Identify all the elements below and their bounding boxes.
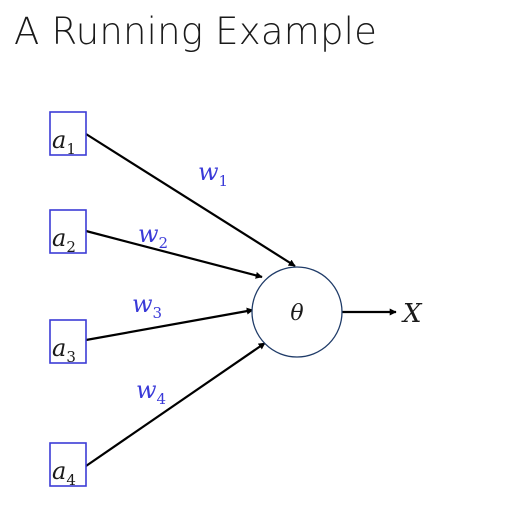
input-box (49, 111, 87, 156)
weight-w1: w1 (198, 158, 228, 190)
input-box (49, 442, 87, 487)
neuron-label: θ (290, 301, 303, 326)
weight-symbol: w (138, 220, 159, 248)
input-box (49, 209, 87, 254)
weight-subscript: 2 (159, 234, 169, 252)
input-a2: a2 (49, 209, 87, 256)
edge-a1 (85, 133, 296, 267)
input-symbol: a (52, 334, 66, 362)
weight-symbol: w (136, 376, 157, 404)
weight-symbol: w (132, 290, 153, 318)
svg-text:a3: a3 (52, 334, 76, 366)
input-a3: a3 (49, 319, 87, 366)
input-subscript: 3 (66, 348, 76, 366)
input-subscript: 1 (66, 140, 76, 158)
input-box (49, 319, 87, 364)
svg-text:a1: a1 (52, 126, 76, 158)
input-symbol: a (52, 126, 66, 154)
slide-title: A Running Example (14, 10, 378, 53)
edge-a4 (85, 342, 266, 467)
edge-a2 (85, 229, 263, 279)
weight-symbol: w (198, 158, 219, 186)
weight-subscript: 3 (153, 304, 163, 322)
output-label: X (401, 299, 423, 329)
input-symbol: a (52, 457, 66, 485)
weight-subscript: 1 (219, 172, 229, 190)
edge-a3 (85, 307, 254, 342)
weight-w4: w4 (136, 376, 166, 408)
weight-w3: w3 (132, 290, 162, 322)
input-symbol: a (52, 224, 66, 252)
input-a1: a1 (49, 111, 87, 158)
weight-subscript: 4 (157, 390, 167, 408)
input-subscript: 4 (66, 471, 76, 489)
svg-text:a2: a2 (52, 224, 76, 256)
input-subscript: 2 (66, 238, 76, 256)
neuron-node (251, 266, 343, 358)
svg-text:a4: a4 (52, 457, 76, 489)
input-a4: a4 (49, 442, 87, 489)
weight-w2: w2 (138, 220, 168, 252)
